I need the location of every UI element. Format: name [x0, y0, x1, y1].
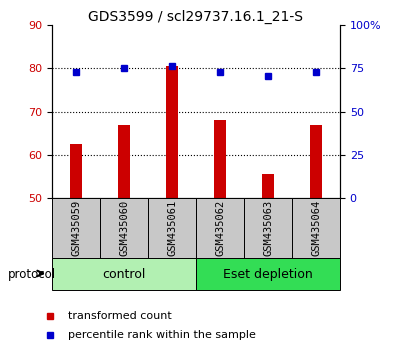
Bar: [310, 125, 322, 198]
Text: transformed count: transformed count: [68, 311, 172, 321]
Bar: [70, 144, 82, 198]
Text: protocol: protocol: [8, 268, 56, 281]
Bar: [196, 258, 340, 290]
Text: GSM435064: GSM435064: [311, 200, 321, 256]
Bar: [148, 198, 196, 258]
Bar: [262, 175, 274, 198]
Bar: [118, 125, 130, 198]
Bar: [196, 198, 244, 258]
Text: Eset depletion: Eset depletion: [223, 268, 313, 281]
Bar: [214, 120, 226, 198]
Bar: [166, 66, 178, 198]
Text: control: control: [102, 268, 146, 281]
Text: GSM435061: GSM435061: [167, 200, 177, 256]
Text: GSM435060: GSM435060: [119, 200, 129, 256]
Text: GSM435063: GSM435063: [263, 200, 273, 256]
Bar: [292, 198, 340, 258]
Text: percentile rank within the sample: percentile rank within the sample: [68, 330, 256, 340]
Text: GSM435062: GSM435062: [215, 200, 225, 256]
Bar: [100, 198, 148, 258]
Text: GSM435059: GSM435059: [71, 200, 81, 256]
Title: GDS3599 / scl29737.16.1_21-S: GDS3599 / scl29737.16.1_21-S: [88, 10, 304, 24]
Bar: [244, 198, 292, 258]
Bar: [52, 198, 100, 258]
Bar: [52, 258, 196, 290]
